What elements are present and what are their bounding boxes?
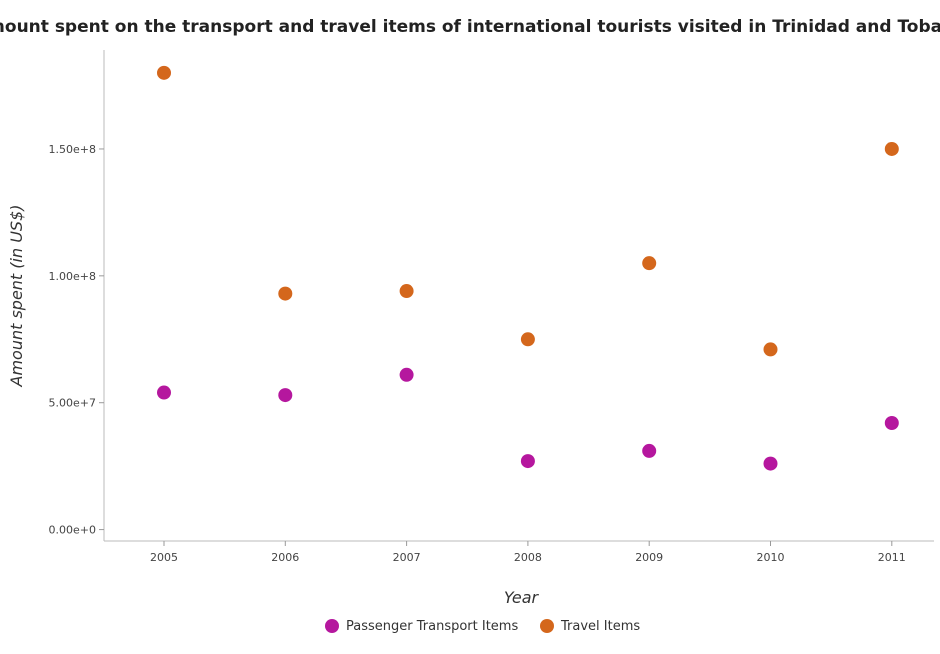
passenger-transport-point <box>763 456 778 471</box>
axes <box>103 50 934 542</box>
passenger-transport-point <box>278 388 293 403</box>
passenger-transport-point <box>399 367 414 382</box>
legend-marker-travel-items <box>540 619 554 633</box>
x-axis-ticks: 2005 2006 2007 2008 2009 2010 2011 <box>150 541 906 564</box>
y-tick-label: 5.00e+7 <box>49 397 96 410</box>
y-axis-label: Amount spent (in US$) <box>7 205 26 388</box>
legend: Passenger Transport Items Travel Items <box>325 619 640 634</box>
x-tick-label: 2005 <box>150 551 178 564</box>
travel-items-point <box>884 141 899 156</box>
travel-items-point <box>399 284 414 299</box>
y-tick-label: 1.50e+8 <box>49 143 96 156</box>
y-axis-ticks: 0.00e+0 5.00e+7 1.00e+8 1.50e+8 <box>49 143 104 537</box>
passenger-transport-point <box>157 385 171 400</box>
legend-label-travel-items: Travel Items <box>560 619 640 634</box>
x-tick-label: 2009 <box>635 551 663 564</box>
chart-title: Amount spent on the transport and travel… <box>0 17 940 37</box>
x-tick-label: 2008 <box>514 551 542 564</box>
travel-items-point <box>642 256 657 271</box>
y-tick-label: 1.00e+8 <box>49 270 96 283</box>
y-tick-label: 0.00e+0 <box>49 524 96 537</box>
travel-items-point <box>278 286 293 301</box>
x-tick-label: 2010 <box>757 551 785 564</box>
x-tick-label: 2007 <box>393 551 421 564</box>
passenger-transport-point <box>884 416 899 431</box>
travel-items-point <box>763 342 778 357</box>
data-points <box>157 65 899 471</box>
travel-items-point <box>520 332 535 347</box>
x-tick-label: 2006 <box>271 551 299 564</box>
passenger-transport-point <box>642 443 657 458</box>
travel-items-point <box>157 65 171 80</box>
legend-label-passenger-transport: Passenger Transport Items <box>346 619 518 634</box>
x-axis-label: Year <box>504 588 540 607</box>
legend-marker-passenger-transport <box>325 619 339 633</box>
x-tick-label: 2011 <box>878 551 906 564</box>
passenger-transport-point <box>520 454 535 469</box>
